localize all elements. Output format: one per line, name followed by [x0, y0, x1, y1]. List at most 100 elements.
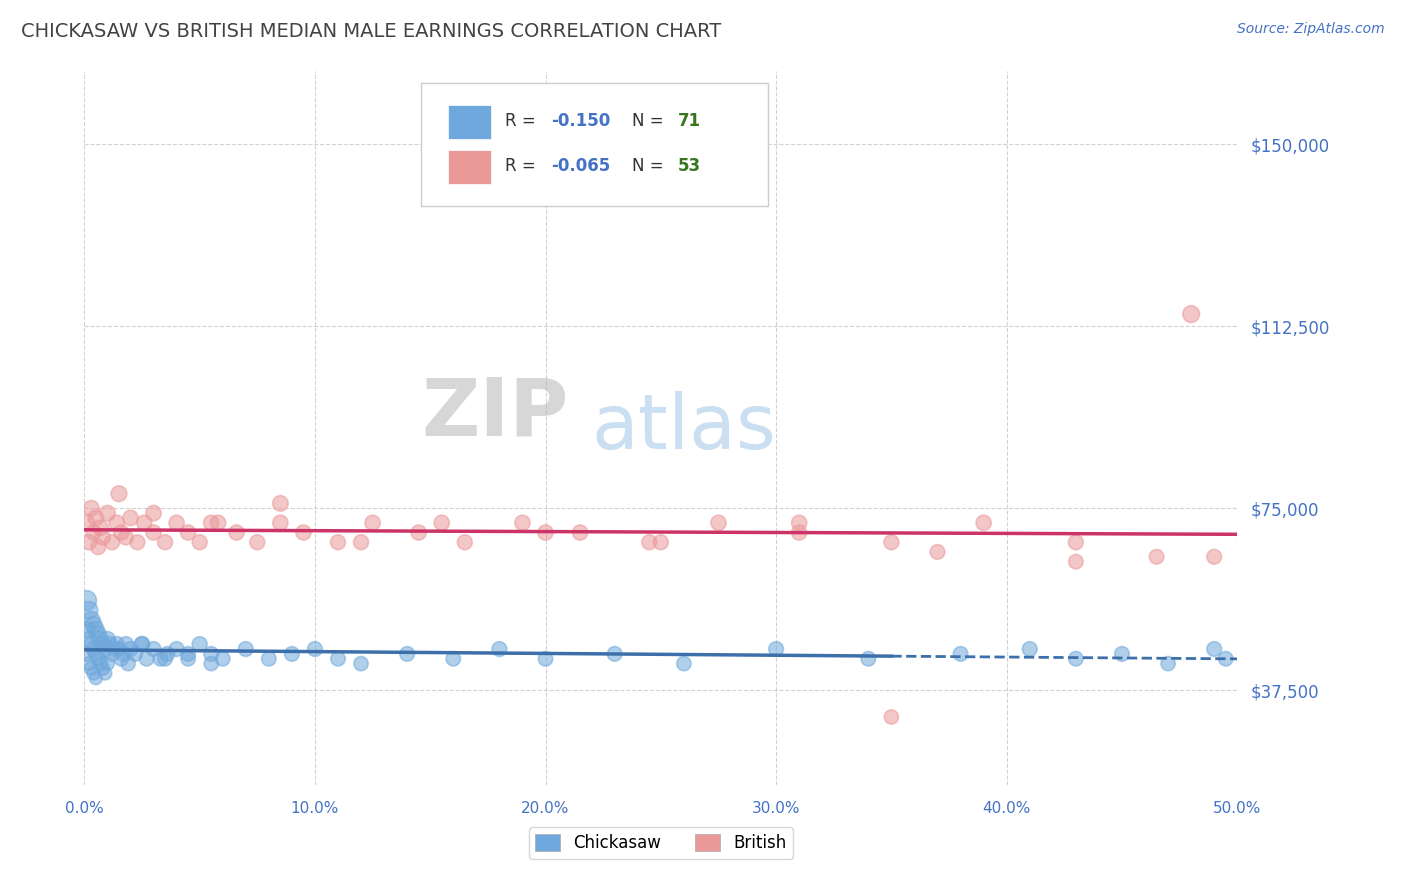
Point — [96, 657, 118, 671]
Point — [101, 647, 124, 661]
Point — [408, 525, 430, 540]
Point — [880, 535, 903, 549]
Point — [326, 652, 349, 666]
Point — [1204, 642, 1226, 657]
Point — [77, 603, 100, 617]
Point — [94, 666, 117, 681]
Point — [200, 657, 222, 671]
Point — [1064, 652, 1087, 666]
Point — [105, 637, 128, 651]
Point — [672, 657, 695, 671]
Point — [1180, 307, 1202, 321]
Point — [76, 647, 98, 661]
Point — [765, 642, 787, 657]
Point — [211, 652, 233, 666]
Point — [120, 511, 142, 525]
Point — [949, 647, 972, 661]
Point — [787, 516, 810, 530]
FancyBboxPatch shape — [447, 150, 491, 184]
Point — [1064, 555, 1087, 569]
Point — [89, 657, 111, 671]
Text: atlas: atlas — [592, 392, 776, 465]
Point — [200, 647, 222, 661]
Point — [269, 496, 291, 510]
Point — [108, 486, 131, 500]
Point — [534, 525, 557, 540]
Text: -0.150: -0.150 — [551, 112, 610, 130]
Point — [569, 525, 592, 540]
Point — [1157, 657, 1180, 671]
Point — [87, 652, 110, 666]
Text: 71: 71 — [678, 112, 702, 130]
Point — [1064, 535, 1087, 549]
Point — [1111, 647, 1133, 661]
Point — [153, 652, 176, 666]
Point — [188, 637, 211, 651]
Text: CHICKASAW VS BRITISH MEDIAN MALE EARNINGS CORRELATION CHART: CHICKASAW VS BRITISH MEDIAN MALE EARNING… — [21, 22, 721, 41]
Point — [108, 642, 131, 657]
Point — [1215, 652, 1237, 666]
Point — [103, 642, 125, 657]
Point — [83, 642, 105, 657]
Text: R =: R = — [505, 112, 541, 130]
Point — [142, 642, 165, 657]
Point — [1146, 549, 1168, 564]
Point — [650, 535, 672, 549]
Point — [225, 525, 247, 540]
FancyBboxPatch shape — [420, 84, 768, 205]
Point — [156, 647, 179, 661]
Point — [83, 666, 105, 681]
Point — [101, 535, 124, 549]
Point — [177, 652, 200, 666]
Point — [235, 642, 257, 657]
Point — [117, 657, 139, 671]
Text: R =: R = — [505, 157, 541, 175]
Point — [87, 540, 110, 554]
Point — [89, 521, 111, 535]
Point — [89, 632, 111, 647]
Point — [149, 652, 172, 666]
Point — [177, 525, 200, 540]
Point — [77, 535, 100, 549]
Point — [1204, 549, 1226, 564]
Point — [91, 530, 114, 544]
Point — [166, 516, 188, 530]
Point — [80, 501, 103, 516]
Point — [927, 545, 949, 559]
Point — [112, 647, 135, 661]
Point — [80, 637, 103, 651]
Point — [326, 535, 349, 549]
Point — [350, 535, 373, 549]
Point — [110, 525, 132, 540]
Point — [80, 613, 103, 627]
Text: N =: N = — [633, 157, 669, 175]
Point — [177, 647, 200, 661]
Point — [858, 652, 880, 666]
Point — [350, 657, 373, 671]
Point — [131, 637, 153, 651]
Point — [91, 661, 114, 675]
Point — [84, 511, 107, 525]
Point — [973, 516, 995, 530]
Point — [396, 647, 419, 661]
Point — [96, 506, 118, 520]
Point — [115, 530, 138, 544]
Text: Source: ZipAtlas.com: Source: ZipAtlas.com — [1237, 22, 1385, 37]
Point — [246, 535, 269, 549]
Point — [188, 535, 211, 549]
Point — [83, 525, 105, 540]
Point — [84, 671, 107, 685]
Point — [880, 710, 903, 724]
Point — [115, 637, 138, 651]
Point — [1018, 642, 1040, 657]
Point — [105, 516, 128, 530]
Point — [638, 535, 661, 549]
Point — [430, 516, 453, 530]
Point — [134, 516, 156, 530]
Text: -0.065: -0.065 — [551, 157, 610, 175]
Point — [207, 516, 229, 530]
Point — [83, 617, 105, 632]
Point — [76, 623, 98, 637]
Point — [257, 652, 280, 666]
Point — [110, 652, 132, 666]
